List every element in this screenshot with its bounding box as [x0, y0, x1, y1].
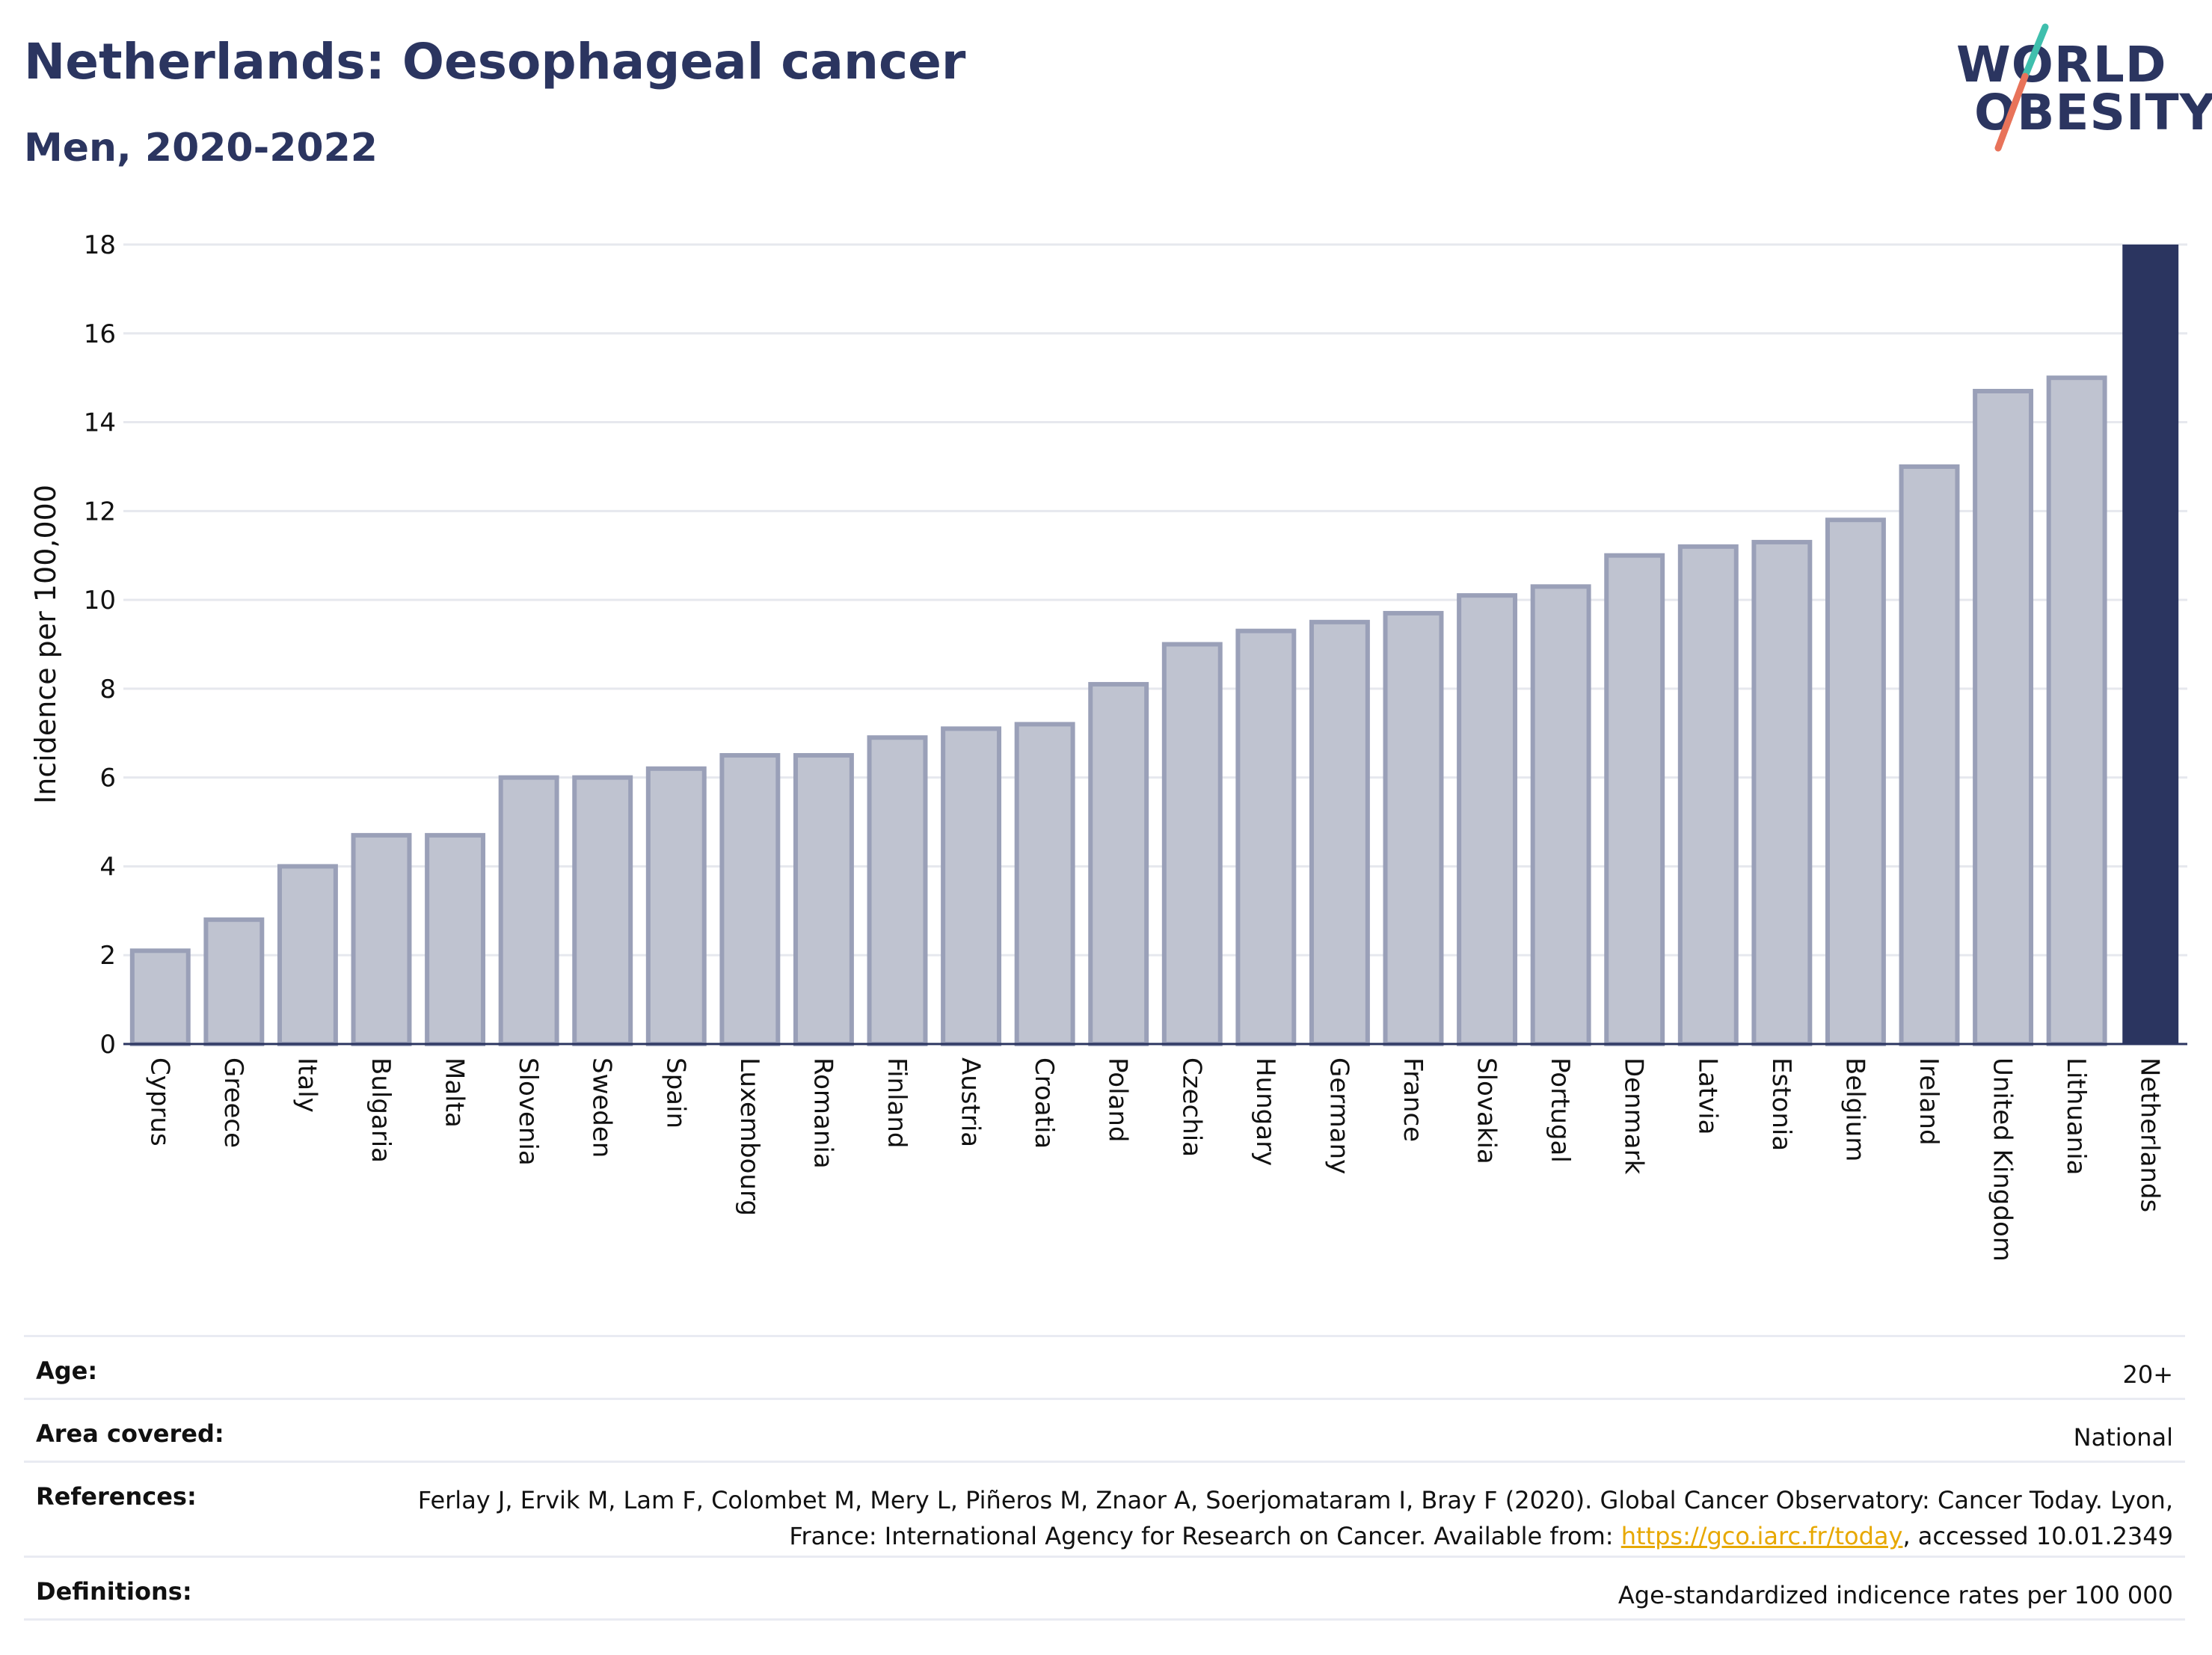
meta-row-age: Age: 20+	[24, 1335, 2185, 1398]
bar-germany	[1309, 619, 1370, 1046]
x-tick-label: Latvia	[1692, 1057, 1722, 1135]
world-obesity-logo: WORLD OBESITY	[1944, 22, 2212, 157]
y-tick-labels: 0 2 4 6 8 10 12 14 16 18	[84, 230, 116, 1060]
x-tick-label: Cyprus	[144, 1057, 174, 1146]
age-value: 20+	[2122, 1360, 2173, 1389]
bar-czechia	[1161, 642, 1223, 1046]
y-axis-title: Incidence per 100,000	[29, 485, 62, 804]
y-tick-label: 2	[99, 941, 116, 971]
bar-slovakia	[1457, 593, 1518, 1046]
bar-croatia	[1014, 722, 1075, 1047]
x-tick-label: Croatia	[1029, 1057, 1059, 1149]
y-tick-label: 10	[84, 586, 116, 615]
definitions-label: Definitions:	[36, 1577, 192, 1606]
x-tick-label: Italy	[292, 1057, 322, 1113]
x-tick-label: Hungary	[1250, 1057, 1280, 1166]
bar-estonia	[1751, 539, 1813, 1046]
references-text-1: Ferlay J, Ervik M, Lam F, Colombet M, Me…	[417, 1486, 2173, 1550]
x-tick-label: Netherlands	[2135, 1057, 2165, 1212]
references-value: Ferlay J, Ervik M, Lam F, Colombet M, Me…	[416, 1482, 2173, 1554]
references-link[interactable]: https://gco.iarc.fr/today	[1620, 1522, 1903, 1550]
bar-greece	[203, 917, 265, 1047]
y-tick-label: 8	[99, 675, 116, 704]
x-tick-label: Lithuania	[2061, 1057, 2091, 1175]
y-tick-label: 6	[99, 764, 116, 793]
bar-spain	[645, 766, 707, 1046]
bar-romania	[793, 752, 854, 1046]
references-text-2: , accessed 10.01.2349	[1902, 1522, 2173, 1550]
x-tick-label: Czechia	[1176, 1057, 1206, 1157]
x-tick-label: Austria	[956, 1057, 986, 1147]
bar-chart: 0 2 4 6 8 10 12 14 16 18 Cyprus Greece Italy Bulgari…	[29, 230, 2187, 1262]
x-tick-label: France	[1398, 1057, 1428, 1142]
bar-netherlands	[2122, 245, 2179, 1044]
bar-belgium	[1825, 518, 1886, 1046]
bar-latvia	[1677, 544, 1739, 1047]
x-tick-label: Denmark	[1619, 1057, 1649, 1175]
bar-italy	[277, 864, 338, 1047]
x-tick-label: Finland	[882, 1057, 912, 1149]
x-tick-label: Greece	[218, 1057, 248, 1148]
bar-slovenia	[498, 775, 559, 1047]
x-tick-label: Luxembourg	[734, 1057, 764, 1216]
bars	[129, 245, 2179, 1047]
bar-finland	[867, 735, 928, 1046]
x-tick-label: Belgium	[1840, 1057, 1870, 1161]
x-tick-label: Poland	[1103, 1057, 1133, 1143]
logo-slash-icon	[1994, 23, 2049, 152]
y-tick-label: 4	[99, 852, 116, 882]
bar-poland	[1088, 681, 1149, 1046]
bar-bulgaria	[351, 832, 412, 1046]
age-label: Age:	[36, 1357, 98, 1385]
bar-portugal	[1530, 584, 1591, 1046]
bar-ireland	[1899, 464, 1960, 1046]
bar-sweden	[572, 775, 633, 1047]
bar-france	[1383, 610, 1444, 1046]
page-subtitle: Men, 2020-2022	[24, 126, 378, 171]
y-tick-label: 18	[84, 230, 116, 260]
y-tick-label: 14	[84, 408, 116, 438]
x-tick-label: Spain	[660, 1057, 690, 1129]
meta-row-references: References: Ferlay J, Ervik M, Lam F, Co…	[24, 1461, 2185, 1556]
bar-luxembourg	[719, 752, 781, 1046]
bar-malta	[425, 832, 486, 1046]
meta-row-area: Area covered: National	[24, 1398, 2185, 1461]
x-tick-label: Romania	[808, 1057, 838, 1169]
meta-row-definitions: Definitions: Age-standardized indicence …	[24, 1556, 2185, 1621]
y-tick-label: 0	[99, 1030, 116, 1060]
bar-hungary	[1235, 628, 1297, 1046]
x-tick-labels: Cyprus Greece Italy Bulgaria Malta Slovenia Sw…	[144, 1057, 2164, 1262]
bar-united-kingdom	[1973, 388, 2034, 1046]
x-tick-label: Bulgaria	[366, 1057, 396, 1163]
logo-line-1: WORLD	[1956, 36, 2167, 93]
page-title: Netherlands: Oesophageal cancer	[24, 33, 966, 90]
x-tick-label: Slovakia	[1472, 1057, 1502, 1164]
y-tick-label: 16	[84, 319, 116, 349]
bar-denmark	[1604, 553, 1665, 1046]
x-tick-label: Ireland	[1914, 1057, 1944, 1146]
references-label: References:	[36, 1482, 197, 1511]
bar-austria	[941, 726, 1002, 1046]
x-tick-label: Sweden	[587, 1057, 617, 1158]
bar-lithuania	[2046, 375, 2107, 1046]
x-tick-label: Malta	[440, 1057, 470, 1128]
x-tick-label: United Kingdom	[1988, 1057, 2018, 1262]
x-tick-label: Germany	[1324, 1057, 1354, 1174]
metadata-table: Age: 20+ Area covered: National Referenc…	[24, 1335, 2185, 1621]
y-tick-label: 12	[84, 497, 116, 526]
x-tick-label: Estonia	[1766, 1057, 1796, 1151]
definitions-value: Age-standardized indicence rates per 100…	[1617, 1581, 2173, 1609]
x-tick-label: Portugal	[1545, 1057, 1575, 1163]
area-label: Area covered:	[36, 1419, 224, 1448]
x-tick-label: Slovenia	[513, 1057, 543, 1166]
area-value: National	[2073, 1423, 2173, 1452]
bar-cyprus	[129, 948, 191, 1046]
